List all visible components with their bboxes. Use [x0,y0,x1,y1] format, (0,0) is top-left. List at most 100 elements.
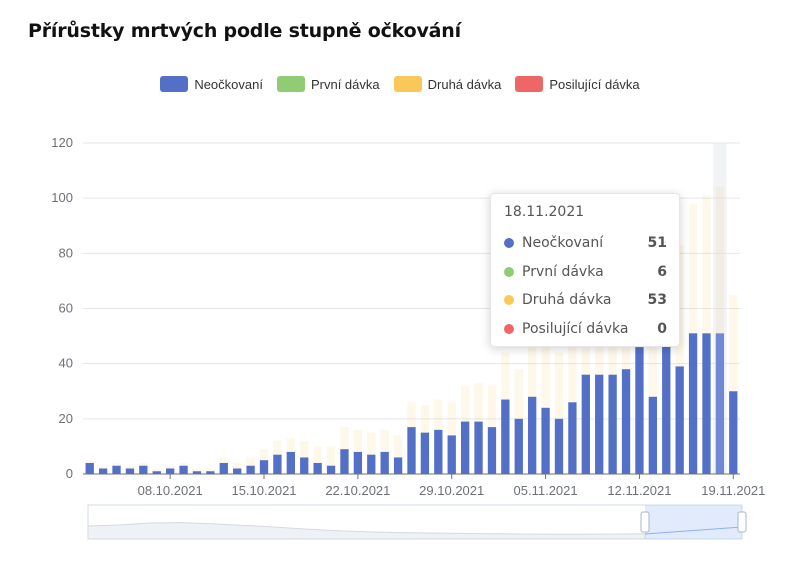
bar-druha-davka [434,399,443,430]
datazoom-selected-line [644,526,743,535]
tooltip-value: 0 [657,320,667,337]
x-tick-label: 29.10.2021 [419,483,484,498]
chart-title: Přírůstky mrtvých podle stupně očkování [28,20,461,42]
legend-item-posilujici-davka[interactable]: Posilující dávka [515,76,640,92]
bar-neockovani [340,449,349,474]
chart-legend: Neočkovaní První dávka Druhá dávka Posil… [0,76,800,92]
bar-druha-davka [501,352,510,400]
bar-neockovani [367,454,376,474]
bar-neockovani [595,374,604,474]
bar-neockovani [729,391,738,474]
legend-item-druha-davka[interactable]: Druhá dávka [393,76,501,92]
bar-druha-davka [233,462,242,469]
y-tick-label: 60 [59,301,73,316]
y-tick-label: 0 [66,466,73,481]
legend-item-neockovani[interactable]: Neočkovaní [160,76,263,92]
bar-druha-davka [554,352,564,419]
tooltip-dot [504,295,514,306]
bar-neockovani [568,402,577,474]
tooltip-label: Druhá dávka [522,292,612,309]
bar-druha-davka [313,446,322,463]
x-tick-label: 08.10.2021 [138,483,203,498]
x-tick-label: 15.10.2021 [231,483,296,498]
bar-druha-davka [192,468,202,472]
bar-druha-davka [112,462,121,466]
bar-druha-davka [206,468,215,472]
bar-druha-davka [179,462,188,466]
bar-neockovani [648,396,658,474]
bar-neockovani [98,468,108,474]
bar-neockovani [635,347,644,474]
bar-neockovani [715,333,725,474]
y-tick-label: 100 [51,190,73,205]
bar-druha-davka [474,382,483,422]
legend-swatch [276,76,305,92]
bar-neockovani [85,462,94,474]
bar-druha-davka [273,440,282,455]
bar-druha-davka [729,294,738,392]
bar-druha-davka [300,440,309,458]
bar-neockovani [501,399,510,474]
bar-druha-davka [246,457,255,466]
bar-druha-davka [380,429,389,452]
legend-item-prvni-davka[interactable]: První dávka [276,76,380,92]
legend-label: Neočkovaní [194,76,263,92]
bar-neockovani [541,407,550,474]
y-tick-label: 40 [59,356,73,371]
bar-druha-davka [541,347,550,408]
bar-druha-davka [407,402,416,428]
tooltip-date: 18.11.2021 [504,204,585,220]
x-tick-label: 22.10.2021 [325,483,390,498]
bar-druha-davka [152,468,161,472]
bar-neockovani [259,460,269,474]
bar-neockovani [447,435,456,474]
datazoom-right-handle[interactable] [737,511,747,533]
bar-neockovani [688,333,698,474]
tooltip-value: 51 [647,235,667,252]
y-tick-label: 80 [59,245,73,260]
bar-druha-davka [568,330,577,403]
bar-neockovani [420,432,430,474]
tooltip-value: 53 [647,292,667,309]
bar-neockovani [246,465,255,474]
bar-druha-davka [715,187,725,334]
datazoom-preview-area [87,522,646,540]
bar-neockovani [581,374,590,474]
x-tick-label: 19.11.2021 [701,483,765,498]
bar-neockovani [152,471,161,474]
bar-druha-davka [340,427,349,450]
bar-druha-davka [367,432,376,455]
bar-druha-davka [702,195,711,334]
bar-neockovani [702,333,711,474]
legend-label: Posilující dávka [549,76,640,92]
bar-neockovani [300,457,309,474]
bar-druha-davka [688,203,698,334]
bar-druha-davka [528,341,537,397]
datazoom-left-handle[interactable] [640,511,650,533]
bar-neockovani [353,451,363,474]
bar-neockovani [233,468,242,474]
bar-neockovani [192,471,202,474]
legend-swatch [160,76,189,92]
bar-neockovani [219,462,228,474]
bar-druha-davka [125,465,135,469]
y-tick-label: 120 [51,135,73,150]
tooltip-dot [504,323,514,334]
tooltip-label: Posilující dávka [522,320,629,337]
legend-swatch [393,76,422,92]
bar-neockovani [313,462,322,474]
bar-druha-davka [487,385,497,428]
bar-druha-davka [165,465,175,469]
bar-druha-davka [326,446,336,466]
bar-neockovani [407,427,416,474]
bar-neockovani [621,369,631,474]
bar-druha-davka [353,429,363,452]
tooltip-label: První dávka [522,263,604,280]
bar-neockovani [139,465,148,474]
bar-neockovani [165,468,175,474]
bar-druha-davka [259,449,269,461]
tooltip-value: 6 [657,263,667,280]
datazoom-selected-window [645,505,742,539]
bar-neockovani [112,465,121,474]
